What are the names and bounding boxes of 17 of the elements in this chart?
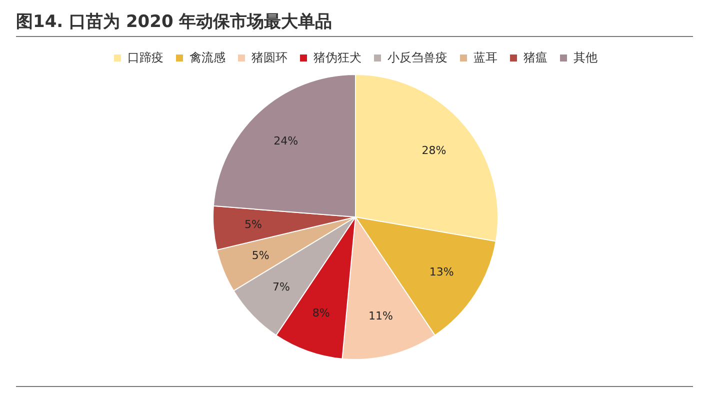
legend-label: 口蹄疫 [128,50,164,64]
data-label: 5% [252,248,270,262]
legend-label: 其他 [574,50,598,64]
data-label: 5% [244,218,262,231]
legend-label: 蓝耳 [474,50,498,64]
data-label: 13% [429,266,454,279]
legend-label: 禽流感 [190,50,226,64]
data-label: 8% [312,306,330,320]
legend-label: 猪瘟 [524,50,548,64]
data-label: 24% [274,134,298,148]
legend-label: 猪伪狂犬 [314,50,362,64]
legend-label: 猪圆环 [252,50,288,64]
data-label: 28% [422,144,446,157]
data-label: 11% [368,309,393,322]
chart-title: 图14. 口苗为 2020 年动保市场最大单品 [16,10,693,37]
legend-label: 小反刍兽疫 [388,50,448,64]
data-label: 7% [272,280,290,294]
